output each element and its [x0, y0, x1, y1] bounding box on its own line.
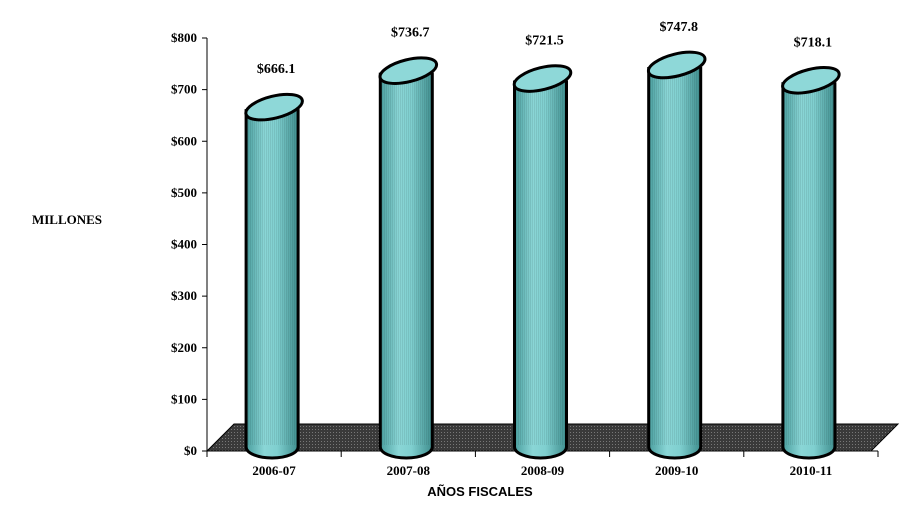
y-tick-label: $100: [171, 391, 197, 406]
bar: [244, 92, 304, 460]
y-tick-label: $800: [171, 30, 197, 45]
bar-value-label: $718.1: [794, 35, 833, 50]
x-axis-title: AÑOS FISCALES: [427, 484, 533, 499]
bar-texture: [784, 82, 833, 445]
x-tick-label: 2008-09: [521, 463, 565, 478]
y-tick-label: $600: [171, 133, 197, 148]
bar-texture: [650, 66, 699, 446]
bar-cap: [244, 92, 304, 122]
x-tick-label: 2006-07: [252, 463, 296, 478]
bar-cap: [512, 64, 573, 93]
bar-value-label: $736.7: [391, 26, 430, 41]
bar-texture: [248, 109, 297, 445]
y-axis-title: MILLONES: [31, 212, 103, 227]
bar-texture: [516, 80, 565, 445]
bar: [378, 56, 439, 460]
y-tick-label: $200: [171, 340, 197, 355]
bar-value-label: $721.5: [525, 34, 564, 49]
bar-cap: [646, 50, 707, 80]
bar-texture: [382, 72, 431, 446]
bar-cap: [378, 56, 439, 85]
bar-value-label: $666.1: [257, 62, 296, 77]
bar: [646, 50, 707, 460]
bar-cap: [781, 66, 841, 95]
y-tick-label: $500: [171, 185, 197, 200]
y-tick-label: $400: [171, 237, 197, 252]
x-tick-label: 2009-10: [655, 463, 698, 478]
y-tick-label: $700: [171, 82, 197, 97]
bar: [781, 66, 841, 460]
x-tick-label: 2007-08: [387, 463, 431, 478]
bar-value-label: $747.8: [659, 20, 698, 35]
y-tick-label: $300: [171, 288, 197, 303]
x-tick-label: 2010-11: [790, 463, 833, 478]
y-tick-label: $0: [184, 443, 197, 458]
bar: [512, 64, 573, 460]
